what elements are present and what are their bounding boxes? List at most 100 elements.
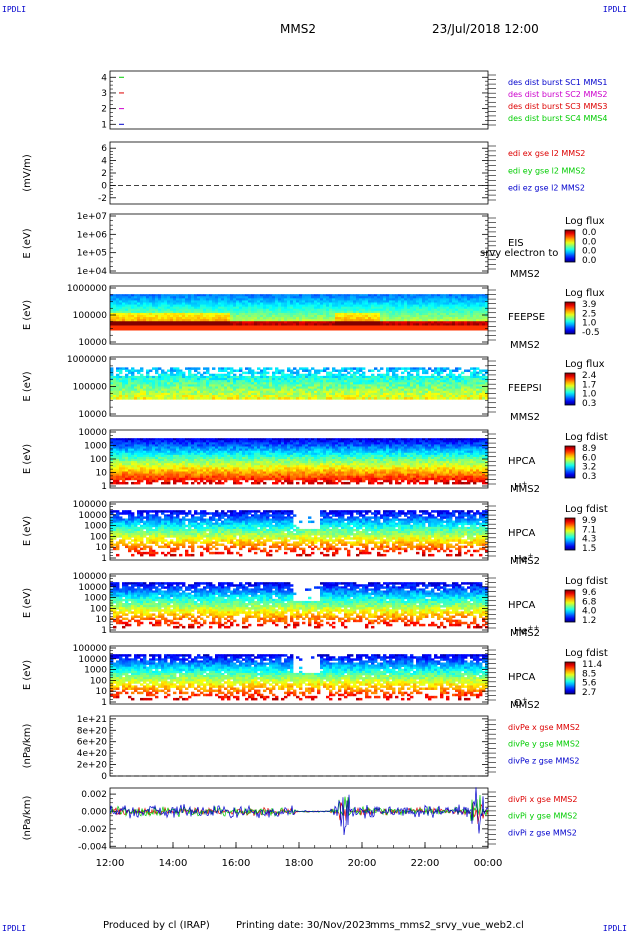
overlay-label: srvy electron to — [480, 248, 558, 259]
page-title: MMS2 — [280, 22, 316, 36]
footer-script-name: mms_mms2_srvy_vue_web2.cl — [370, 920, 524, 931]
colorbar-tick-label: 6.0 — [582, 453, 597, 463]
y-tick-label: 1e+04 — [77, 267, 108, 277]
spacecraft-label: MMS2 — [510, 340, 540, 351]
spacecraft-label: MMS2 — [510, 628, 540, 639]
colorbar-tick-label: 0.0 — [582, 228, 597, 238]
x-tick-label: 20:00 — [348, 858, 377, 869]
panel-frame-divpe — [109, 715, 489, 777]
y-tick-label: 1 — [101, 554, 107, 564]
right-edge-ticks — [488, 433, 496, 485]
colorbar-tick-label: 4.3 — [582, 535, 596, 545]
species-charge: + — [522, 696, 528, 704]
y-axis-label: E (eV) — [22, 588, 33, 618]
legend-entry: des dist burst SC1 MMS1 — [508, 78, 607, 87]
colorbar-tick-label: 9.6 — [582, 588, 597, 598]
colorbar — [564, 661, 576, 695]
colorbar-title: Log fdist — [565, 576, 608, 587]
colorbar-tick-label: 0.0 — [582, 256, 597, 266]
y-tick-label: 4e+20 — [77, 749, 108, 759]
y-tick-label: -2 — [98, 194, 107, 204]
colorbar-tick-label: 4.0 — [582, 607, 597, 617]
colorbar-tick-label: 1.5 — [582, 544, 596, 554]
y-tick-label: 10000 — [78, 655, 107, 665]
y-tick-label: 0 — [101, 772, 107, 782]
panel-frame-edi — [109, 141, 489, 205]
corner-label-top-left: IPDLI — [2, 5, 27, 14]
right-edge-ticks — [488, 791, 496, 845]
y-tick-label: 100 — [90, 455, 107, 465]
y-axis-label: (mV/m) — [22, 154, 33, 192]
y-tick-label: 10 — [96, 615, 108, 625]
instrument-label: HPCA — [508, 528, 536, 539]
y-axis-label: E (eV) — [22, 516, 33, 546]
colorbar-tick-label: 8.9 — [582, 444, 597, 454]
y-axis-label: E (eV) — [22, 660, 33, 690]
legend-entry: edi ex gse l2 MMS2 — [508, 149, 585, 158]
colorbar-tick-label: 0.0 — [582, 247, 597, 257]
instrument-label: HPCA — [508, 600, 536, 611]
spacecraft-label: MMS2 — [510, 412, 540, 423]
colorbar-title: Log flux — [565, 288, 605, 299]
colorbar-title: Log fdist — [565, 648, 608, 659]
colorbar-tick-label: 2.4 — [582, 371, 597, 381]
y-tick-label: 1 — [101, 698, 107, 708]
y-axis-label: E (eV) — [22, 444, 33, 474]
right-edge-ticks — [488, 217, 496, 270]
colorbar-tick-label: 0.3 — [582, 399, 596, 409]
y-tick-label: 3 — [101, 89, 107, 99]
y-tick-label: 100000 — [73, 311, 108, 321]
y-tick-label: 100000 — [73, 644, 108, 654]
y-tick-label: 1 — [101, 120, 107, 130]
y-tick-label: 100 — [90, 532, 107, 542]
plot-datetime: 23/Jul/2018 12:00 — [432, 22, 539, 36]
spectrogram-hpca_h — [110, 438, 489, 485]
legend-entry: des dist burst SC2 MMS2 — [508, 90, 607, 99]
y-tick-label: 1000 — [84, 522, 107, 532]
y-tick-label: 2 — [101, 169, 107, 179]
y-tick-label: 0.002 — [81, 790, 107, 800]
spectrogram-hpca_hepp — [110, 582, 489, 629]
y-tick-label: 4 — [101, 157, 107, 167]
colorbar-title: Log fdist — [565, 504, 608, 515]
species-charge: ++ — [528, 624, 540, 632]
y-tick-label: 100000 — [73, 572, 108, 582]
right-edge-ticks — [488, 719, 496, 773]
corner-label-bottom-left: IPDLI — [2, 924, 27, 933]
colorbar-tick-label: 1.7 — [582, 380, 596, 390]
colorbar-title: Log flux — [565, 216, 605, 227]
spacecraft-label: MMS2 — [510, 556, 540, 567]
colorbar-tick-label: 0.3 — [582, 472, 596, 482]
y-tick-label: 2e+20 — [77, 761, 108, 771]
instrument-label: HPCA — [508, 456, 536, 467]
colorbar-tick-label: 3.2 — [582, 463, 596, 473]
colorbar-title: Log fdist — [565, 432, 608, 443]
x-tick-label: 14:00 — [159, 858, 188, 869]
right-edge-ticks — [488, 289, 496, 341]
legend-entry: divPi y gse MMS2 — [508, 812, 577, 821]
colorbar-tick-label: 2.5 — [582, 309, 596, 319]
spacecraft-label: MMS2 — [510, 700, 540, 711]
corner-label-bottom-right: IPDLI — [602, 924, 627, 933]
instrument-label: HPCA — [508, 672, 536, 683]
y-tick-label: 100 — [90, 604, 107, 614]
y-tick-label: 0 — [101, 181, 107, 191]
spectrogram-feepse — [110, 294, 489, 331]
colorbar-tick-label: 11.4 — [582, 660, 602, 670]
legend-entry: divPe z gse MMS2 — [508, 756, 579, 765]
spacecraft-label: MMS2 — [510, 269, 540, 280]
y-axis-label: E (eV) — [22, 300, 33, 330]
colorbar — [564, 301, 576, 335]
legend-entry: edi ey gse l2 MMS2 — [508, 166, 586, 175]
colorbar-tick-label: 8.5 — [582, 669, 596, 679]
right-edge-ticks — [488, 360, 496, 413]
y-tick-label: -0.004 — [78, 842, 107, 852]
y-tick-label: 1000 — [84, 442, 107, 452]
instrument-label: EIS — [508, 238, 524, 249]
y-tick-label: 10000 — [78, 410, 107, 420]
divpi-series — [109, 787, 489, 836]
y-tick-label: 4 — [101, 73, 107, 83]
legend-entry: divPe x gse MMS2 — [508, 723, 580, 732]
colorbar — [564, 589, 576, 623]
footer-printing-date: Printing date: 30/Nov/2023 — [236, 920, 372, 931]
